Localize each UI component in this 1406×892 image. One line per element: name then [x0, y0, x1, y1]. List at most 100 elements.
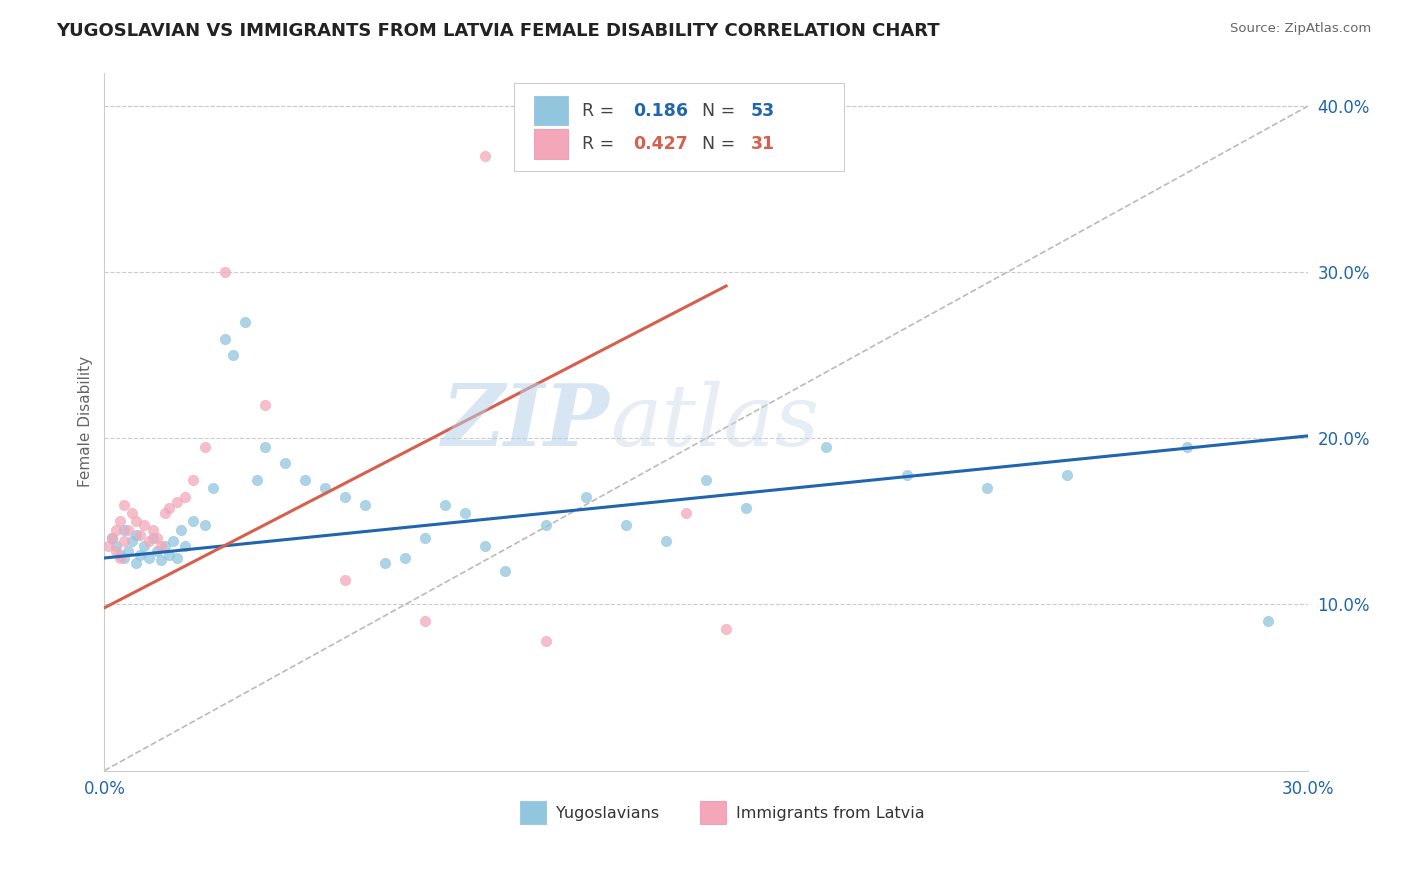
FancyBboxPatch shape [513, 84, 845, 170]
FancyBboxPatch shape [520, 801, 546, 824]
Point [149, 552, 172, 566]
Point [333, 573, 356, 587]
Point [110, 515, 132, 529]
Point [815, 440, 838, 454]
Text: R =: R = [582, 135, 620, 153]
Point [153, 540, 176, 554]
Point [105, 523, 128, 537]
Point [110, 551, 132, 566]
Point [145, 531, 167, 545]
Point [141, 523, 163, 537]
Point [114, 498, 136, 512]
Point [253, 398, 276, 412]
Point [114, 534, 136, 549]
Point [153, 506, 176, 520]
Point [233, 315, 256, 329]
Point [374, 556, 396, 570]
Point [101, 531, 124, 545]
Point [474, 149, 496, 163]
Point [534, 517, 557, 532]
Point [413, 614, 436, 628]
Point [129, 548, 152, 562]
Text: N =: N = [703, 102, 741, 120]
Point [157, 548, 180, 562]
Point [97, 540, 120, 554]
Point [314, 481, 336, 495]
Point [1257, 614, 1279, 628]
Point [166, 494, 188, 508]
Point [157, 501, 180, 516]
Point [896, 467, 918, 482]
Point [675, 506, 697, 520]
Point [394, 551, 416, 566]
Point [141, 531, 163, 545]
Point [253, 440, 276, 454]
Point [166, 551, 188, 566]
Y-axis label: Female Disability: Female Disability [79, 356, 93, 487]
Point [714, 623, 737, 637]
Point [173, 540, 195, 554]
Text: 31: 31 [751, 135, 775, 153]
Point [194, 440, 217, 454]
Point [575, 490, 598, 504]
Point [294, 473, 316, 487]
Point [134, 540, 156, 554]
Point [695, 473, 717, 487]
Text: 0.427: 0.427 [633, 135, 688, 153]
Point [117, 544, 139, 558]
Point [735, 501, 758, 516]
Point [181, 473, 204, 487]
Point [413, 531, 436, 545]
Point [274, 456, 297, 470]
Point [222, 348, 245, 362]
Text: Yugoslavians: Yugoslavians [555, 805, 659, 821]
Point [129, 527, 152, 541]
Point [125, 527, 148, 541]
Point [354, 498, 377, 512]
Point [434, 498, 457, 512]
FancyBboxPatch shape [534, 129, 568, 159]
Point [655, 534, 678, 549]
Point [201, 481, 224, 495]
Point [169, 523, 191, 537]
Text: atlas: atlas [610, 381, 818, 463]
Point [534, 634, 557, 648]
Point [495, 564, 517, 578]
Point [181, 515, 204, 529]
Point [246, 473, 269, 487]
Point [105, 540, 128, 554]
Text: ZIP: ZIP [441, 380, 610, 464]
Point [454, 506, 477, 520]
Point [114, 523, 136, 537]
Point [474, 540, 496, 554]
Point [138, 534, 160, 549]
Point [121, 506, 143, 520]
FancyBboxPatch shape [700, 801, 727, 824]
Text: R =: R = [582, 102, 620, 120]
Text: YUGOSLAVIAN VS IMMIGRANTS FROM LATVIA FEMALE DISABILITY CORRELATION CHART: YUGOSLAVIAN VS IMMIGRANTS FROM LATVIA FE… [56, 22, 939, 40]
Point [101, 531, 124, 545]
Point [214, 332, 236, 346]
Point [114, 551, 136, 566]
Point [173, 490, 195, 504]
Point [110, 548, 132, 562]
Point [162, 534, 184, 549]
Point [105, 544, 128, 558]
Point [117, 523, 139, 537]
Point [214, 265, 236, 279]
Text: 0.186: 0.186 [633, 102, 688, 120]
Text: N =: N = [703, 135, 741, 153]
Point [134, 517, 156, 532]
FancyBboxPatch shape [534, 96, 568, 125]
Point [138, 551, 160, 566]
Text: 53: 53 [751, 102, 775, 120]
Point [1056, 467, 1078, 482]
Point [1175, 440, 1198, 454]
Point [125, 556, 148, 570]
Point [121, 534, 143, 549]
Point [976, 481, 998, 495]
Text: Immigrants from Latvia: Immigrants from Latvia [737, 805, 925, 821]
Point [614, 517, 637, 532]
Point [333, 490, 356, 504]
Point [194, 517, 217, 532]
